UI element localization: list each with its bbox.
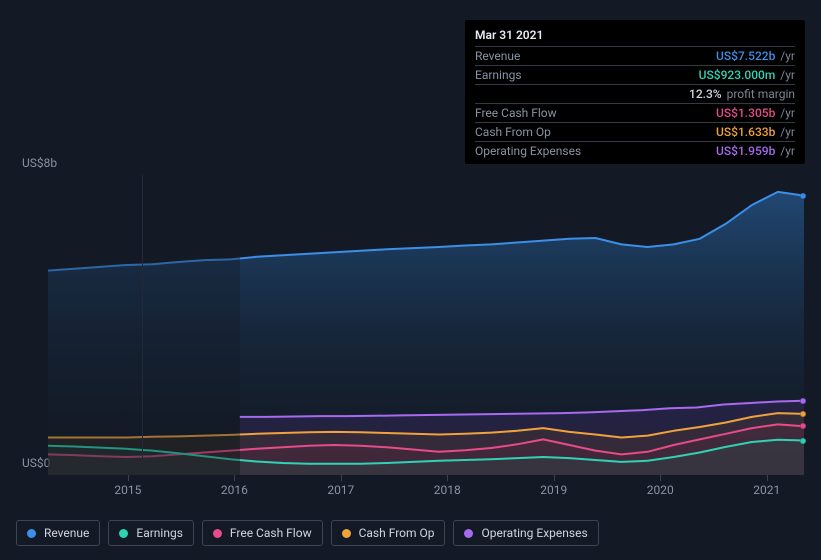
tooltip-date: Mar 31 2021 — [475, 26, 795, 46]
legend-item-free_cash_flow[interactable]: Free Cash Flow — [202, 520, 323, 546]
x-tick — [660, 475, 661, 481]
legend-dot — [27, 529, 36, 538]
tooltip-row-value: 12.3% profit margin — [689, 87, 795, 101]
tooltip-row: 12.3% profit margin — [475, 84, 795, 103]
financial-chart: Mar 31 2021 Revenue US$7.522b /yr Earnings… — [0, 0, 821, 560]
x-tick-label: 2020 — [647, 483, 674, 497]
tooltip-row-value: US$923.000m /yr — [699, 68, 795, 82]
x-tick — [234, 475, 235, 481]
series-end-marker — [800, 398, 806, 404]
tooltip-row: Cash From Op US$1.633b /yr — [475, 122, 795, 141]
tooltip-row-value: US$7.522b /yr — [716, 49, 795, 63]
plot-svg — [48, 175, 804, 475]
x-tick-label: 2017 — [327, 483, 354, 497]
y-axis-label-max: US$8b — [22, 156, 57, 170]
tooltip-row-label: Cash From Op — [475, 125, 551, 139]
legend-item-cash_from_op[interactable]: Cash From Op — [331, 520, 446, 546]
tooltip-row-value: US$1.633b /yr — [716, 125, 795, 139]
chart-tooltip: Mar 31 2021 Revenue US$7.522b /yr Earnings… — [465, 20, 805, 164]
x-tick — [341, 475, 342, 481]
legend-label: Earnings — [136, 526, 183, 540]
x-tick-label: 2015 — [114, 483, 141, 497]
x-tick-label: 2021 — [753, 483, 780, 497]
legend-item-revenue[interactable]: Revenue — [16, 520, 100, 546]
legend-item-earnings[interactable]: Earnings — [108, 520, 194, 546]
x-tick-label: 2019 — [540, 483, 567, 497]
series-end-marker — [800, 411, 806, 417]
tooltip-row: Revenue US$7.522b /yr — [475, 46, 795, 65]
legend-dot — [119, 529, 128, 538]
series-end-marker — [800, 423, 806, 429]
tooltip-row: Operating Expenses US$1.959b /yr — [475, 141, 795, 160]
x-tick-label: 2018 — [434, 483, 461, 497]
tooltip-row-label: Operating Expenses — [475, 144, 581, 158]
x-axis: 2015 2016 2017 2018 2019 2020 2021 — [48, 475, 804, 495]
tooltip-row-label: Revenue — [475, 49, 520, 63]
legend-dot — [342, 529, 351, 538]
legend-label: Cash From Op — [359, 526, 435, 540]
x-tick — [767, 475, 768, 481]
tooltip-row: Free Cash Flow US$1.305b /yr — [475, 103, 795, 122]
x-tick-label: 2016 — [221, 483, 248, 497]
legend-dot — [213, 529, 222, 538]
x-tick — [128, 475, 129, 481]
tooltip-row: Earnings US$923.000m /yr — [475, 65, 795, 84]
y-axis-label-min: US$0 — [22, 456, 50, 470]
series-end-marker — [800, 438, 806, 444]
series-end-marker — [800, 193, 806, 199]
tooltip-row-value: US$1.305b /yr — [716, 106, 795, 120]
x-tick — [447, 475, 448, 481]
legend-label: Operating Expenses — [481, 526, 587, 540]
x-tick — [554, 475, 555, 481]
tooltip-row-value: US$1.959b /yr — [716, 144, 795, 158]
tooltip-row-label: Earnings — [475, 68, 522, 82]
tooltip-row-label: Free Cash Flow — [475, 106, 557, 120]
legend-item-operating_expenses[interactable]: Operating Expenses — [453, 520, 598, 546]
plot-area[interactable] — [48, 175, 804, 475]
legend-dot — [464, 529, 473, 538]
legend-label: Free Cash Flow — [230, 526, 312, 540]
legend-label: Revenue — [44, 526, 89, 540]
legend: Revenue Earnings Free Cash Flow Cash From O… — [16, 520, 599, 546]
